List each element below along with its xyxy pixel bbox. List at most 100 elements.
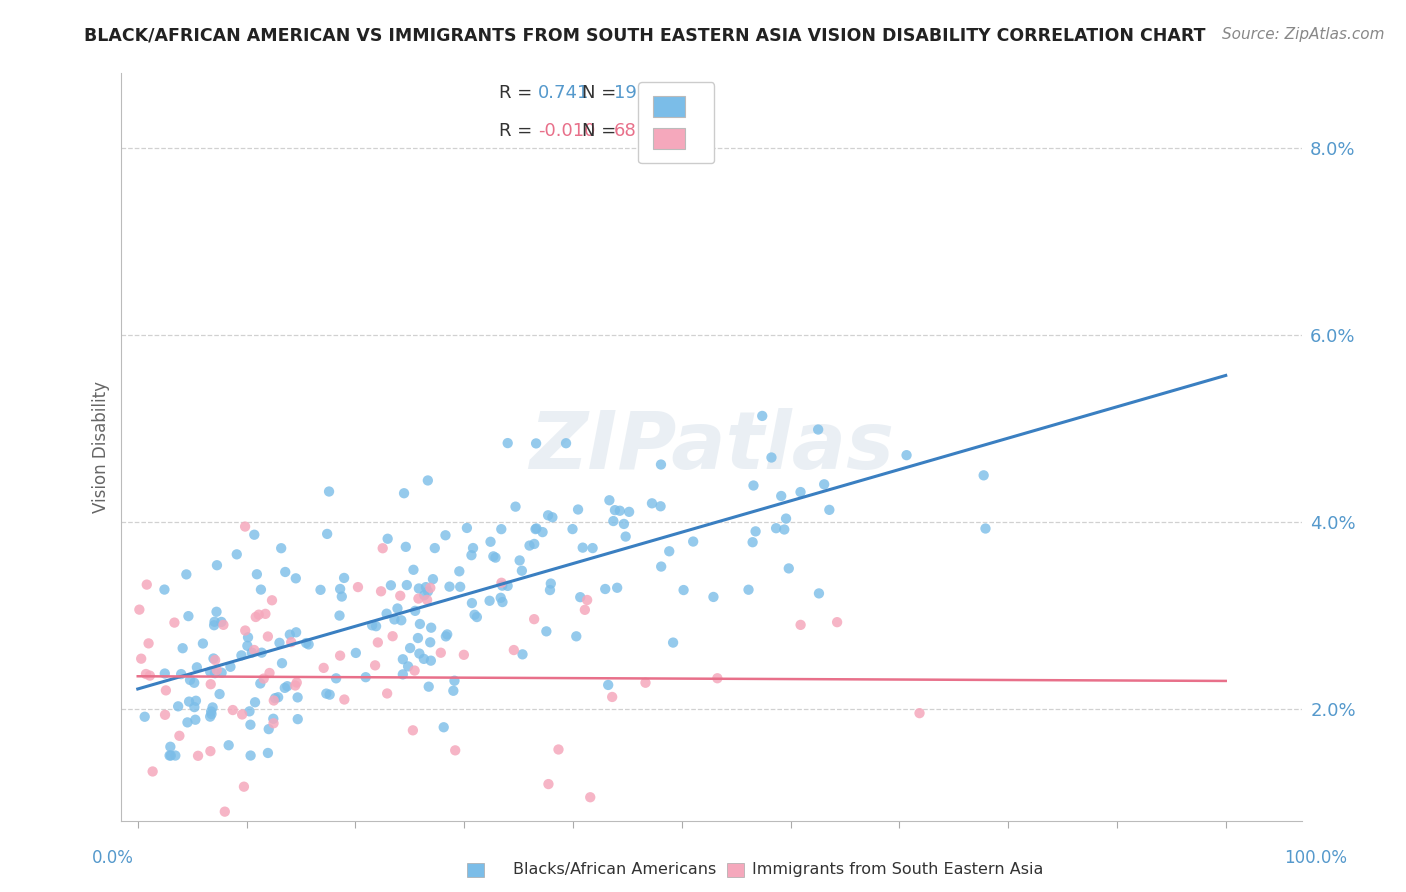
Point: [465, 610, 488, 624]
Point: [825, 615, 848, 630]
Point: [502, 643, 524, 657]
Point: [484, 550, 506, 565]
Point: [489, 591, 512, 605]
Point: [523, 537, 546, 551]
Point: [392, 652, 415, 666]
Point: [218, 738, 240, 752]
Point: [202, 651, 225, 665]
Point: [287, 690, 309, 705]
Point: [789, 485, 811, 500]
Point: [139, 668, 162, 682]
Point: [565, 629, 588, 643]
Point: [613, 516, 636, 531]
Text: N =: N =: [582, 121, 616, 140]
Point: [240, 646, 263, 660]
Point: [606, 581, 628, 595]
Point: [274, 565, 297, 579]
Point: [392, 667, 415, 681]
Point: [176, 567, 198, 582]
Point: [538, 582, 561, 597]
Point: [329, 582, 352, 596]
Point: [741, 535, 763, 549]
Point: [264, 691, 287, 706]
Point: [420, 621, 443, 635]
Point: [614, 530, 637, 544]
Point: [569, 590, 592, 604]
Point: [205, 605, 228, 619]
Point: [257, 746, 280, 760]
Legend: , : ,: [638, 82, 714, 163]
Point: [205, 558, 228, 573]
Point: [478, 594, 501, 608]
Point: [416, 584, 439, 599]
Point: [441, 683, 464, 698]
Point: [298, 637, 321, 651]
Point: [491, 575, 513, 590]
Text: Source: ZipAtlas.com: Source: ZipAtlas.com: [1222, 27, 1385, 42]
Point: [609, 504, 631, 518]
Point: [408, 582, 430, 596]
Point: [581, 541, 603, 555]
Point: [384, 612, 406, 626]
Point: [330, 590, 353, 604]
Point: [142, 764, 165, 779]
Point: [682, 534, 704, 549]
Point: [395, 540, 418, 554]
Point: [537, 777, 560, 791]
Point: [600, 690, 623, 704]
Point: [491, 522, 513, 536]
Point: [315, 687, 337, 701]
Point: [389, 613, 412, 627]
Point: [245, 610, 267, 624]
Point: [367, 635, 389, 649]
Point: [239, 717, 262, 731]
Text: Immigrants from South Eastern Asia: Immigrants from South Eastern Asia: [752, 863, 1043, 877]
Point: [257, 722, 280, 736]
Point: [129, 651, 152, 665]
Point: [253, 672, 276, 686]
Point: [773, 523, 796, 537]
Point: [896, 448, 918, 462]
Point: [617, 505, 640, 519]
Point: [419, 581, 441, 595]
Text: N =: N =: [582, 84, 616, 103]
Point: [263, 693, 285, 707]
Point: [322, 823, 344, 838]
Point: [312, 661, 335, 675]
Point: [537, 508, 560, 523]
Point: [280, 635, 302, 649]
Point: [461, 541, 484, 555]
Point: [333, 692, 356, 706]
Point: [415, 580, 437, 594]
Point: [285, 675, 308, 690]
Point: [408, 647, 430, 661]
Point: [576, 593, 599, 607]
Point: [243, 643, 266, 657]
Point: [908, 706, 931, 720]
Point: [163, 615, 186, 630]
Point: [524, 436, 547, 450]
Point: [201, 700, 224, 714]
Point: [249, 676, 271, 690]
Point: [361, 618, 384, 632]
Point: [510, 564, 533, 578]
Point: [765, 521, 787, 535]
Point: [433, 720, 456, 734]
Point: [603, 503, 626, 517]
Point: [135, 577, 157, 591]
Point: [672, 582, 695, 597]
Point: [523, 612, 546, 626]
Point: [183, 675, 205, 690]
Point: [395, 578, 418, 592]
Point: [200, 705, 222, 719]
Point: [295, 636, 318, 650]
Point: [598, 678, 620, 692]
Point: [436, 627, 458, 641]
Point: [333, 571, 356, 585]
Point: [561, 522, 583, 536]
Point: [770, 489, 793, 503]
Point: [236, 630, 259, 644]
Point: [233, 624, 256, 638]
Point: [583, 832, 606, 847]
Point: [325, 671, 347, 685]
